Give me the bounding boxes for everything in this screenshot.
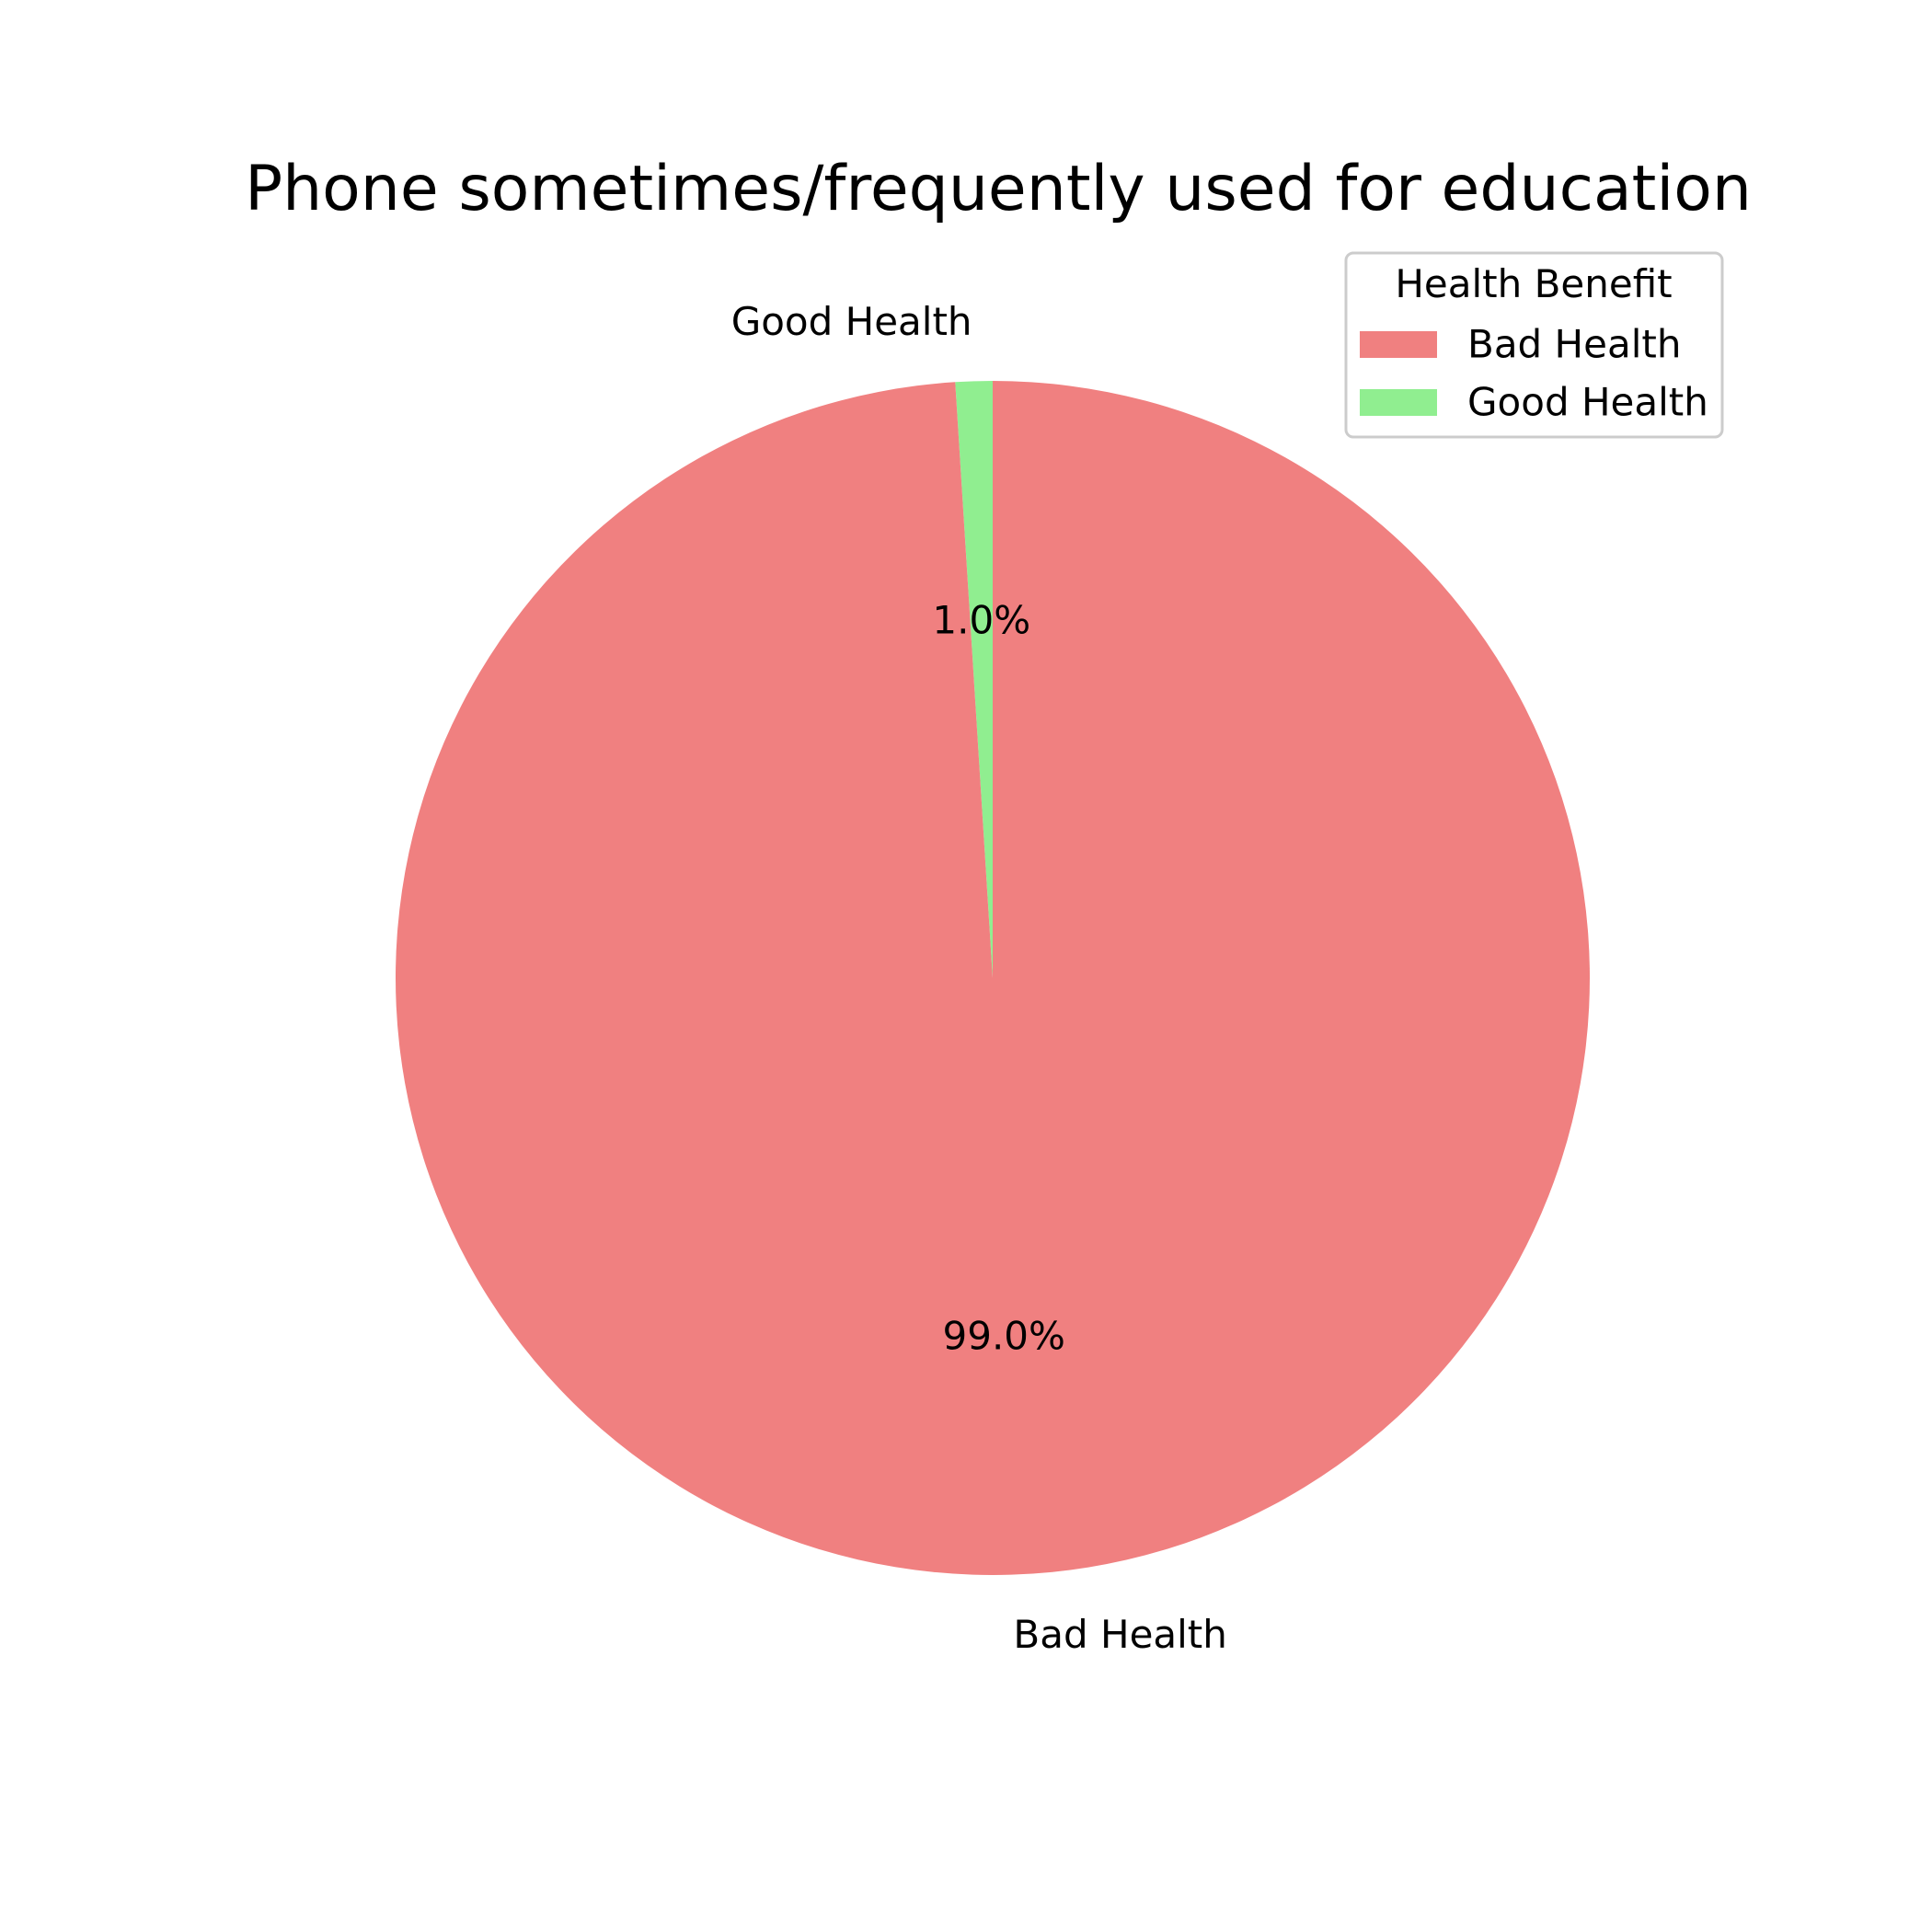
legend-entry-label: Good Health (1467, 380, 1708, 425)
legend-swatch (1360, 389, 1437, 416)
legend-entries: Bad Health Good Health (1360, 322, 1708, 425)
chart-title: Phone sometimes/frequently used for educ… (245, 153, 1752, 225)
slice-percent-label: 1.0% (932, 597, 1030, 642)
slice-category-label: Bad Health (1013, 1612, 1226, 1657)
legend-frame (1344, 251, 1724, 439)
pie-slice-labels: 1.0% Good Health 99.0% Bad Health (731, 299, 1227, 1657)
slice-category-label: Good Health (731, 299, 972, 344)
slice-percent-label: 99.0% (943, 1314, 1065, 1359)
legend-entry-label: Bad Health (1467, 322, 1681, 367)
pie-slice-good-health (955, 381, 993, 978)
legend-swatch (1360, 331, 1437, 358)
legend: Health Benefit Bad Health Good Health (1344, 251, 1724, 439)
pie-slice-bad-health (396, 381, 1591, 1575)
legend-title: Health Benefit (1395, 261, 1672, 306)
pie-slices (396, 381, 1591, 1575)
